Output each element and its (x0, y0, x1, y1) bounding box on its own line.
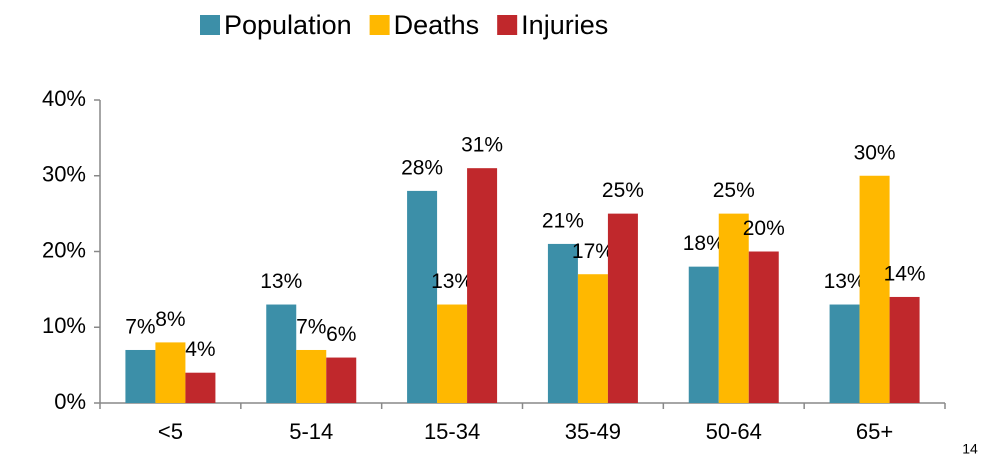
legend-label: Population (224, 10, 352, 40)
value-label: 8% (155, 308, 185, 331)
value-label: 28% (401, 156, 443, 179)
bar (437, 304, 468, 403)
value-label: 25% (602, 179, 644, 202)
value-label: 30% (854, 141, 896, 164)
bar (607, 213, 638, 403)
legend-swatch (369, 15, 390, 35)
value-label: 13% (824, 270, 866, 293)
bar (407, 190, 438, 403)
x-tick-label: 5-14 (289, 419, 333, 444)
legend-swatch (497, 15, 518, 35)
legend-label: Deaths (394, 10, 480, 40)
x-tick-label: 35-49 (565, 419, 621, 444)
bar (718, 213, 749, 403)
value-label: 17% (572, 240, 614, 263)
y-tick-label: 20% (42, 237, 86, 262)
value-label: 4% (185, 338, 215, 361)
bar (326, 357, 357, 403)
value-label: 14% (884, 262, 926, 285)
value-label: 7% (296, 316, 326, 339)
bar (859, 175, 890, 403)
bar (577, 274, 608, 403)
x-tick-label: <5 (158, 419, 183, 444)
y-tick-label: 10% (42, 313, 86, 338)
legend-swatch (200, 15, 220, 35)
y-tick-label: 30% (42, 162, 86, 187)
legend-label: Injuries (521, 10, 608, 40)
value-label: 21% (542, 209, 584, 232)
value-label: 25% (713, 179, 755, 202)
bar (296, 349, 327, 403)
page-number: 14 (962, 441, 978, 457)
y-tick-label: 0% (54, 389, 86, 414)
value-label: 18% (683, 232, 725, 255)
bar (829, 304, 860, 403)
bar (266, 304, 297, 403)
bar (889, 296, 920, 403)
bar (688, 266, 719, 403)
bar (185, 372, 216, 403)
bar (125, 349, 156, 403)
value-label: 31% (461, 134, 503, 157)
value-label: 13% (260, 270, 302, 293)
value-label: 20% (743, 217, 785, 240)
y-tick-label: 40% (42, 86, 86, 111)
bar (467, 168, 498, 403)
bar (748, 251, 779, 403)
bar (547, 243, 578, 403)
x-tick-label: 15-34 (424, 419, 480, 444)
x-tick-label: 50-64 (706, 419, 762, 444)
x-tick-label: 65+ (856, 419, 893, 444)
value-label: 13% (431, 270, 473, 293)
value-label: 6% (326, 323, 356, 346)
bar (155, 342, 186, 403)
value-label: 7% (125, 316, 155, 339)
